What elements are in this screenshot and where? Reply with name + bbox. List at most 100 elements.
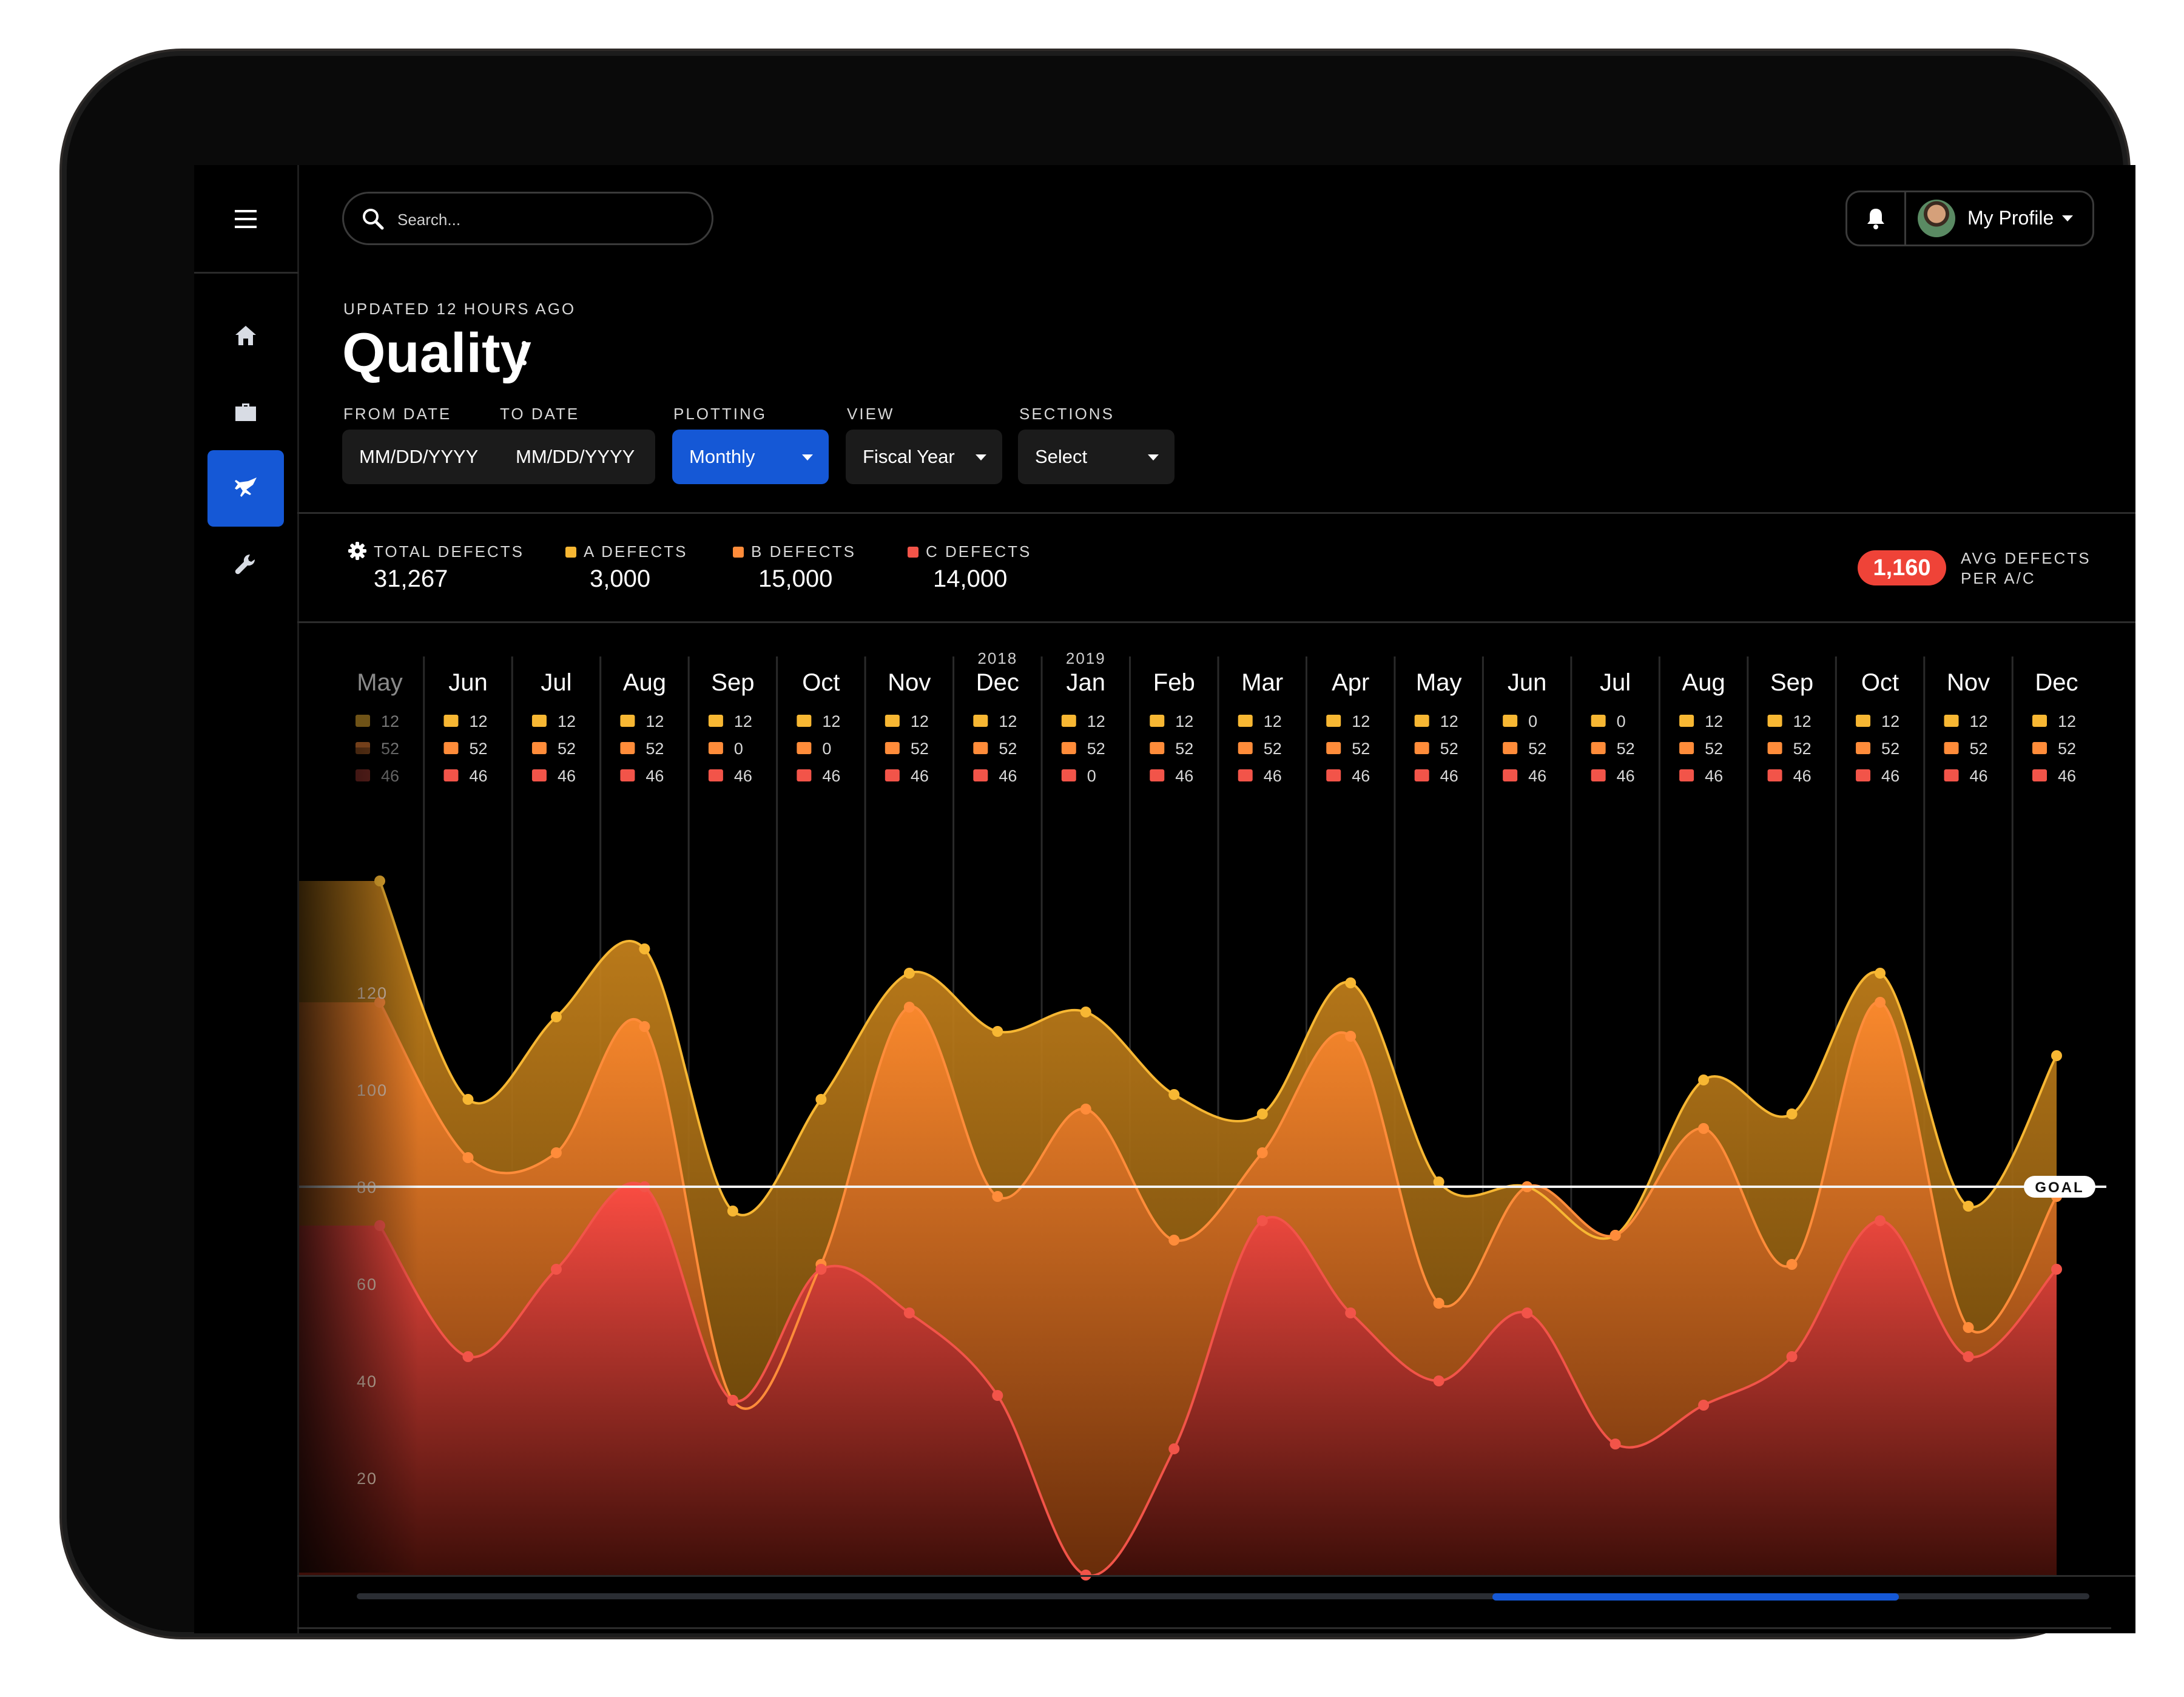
c-defects-label: C DEFECTS <box>908 542 1031 561</box>
legend-value: 52 <box>1352 740 1370 758</box>
b-defects-value: 15,000 <box>758 565 833 592</box>
month-label: Jun <box>1508 669 1547 696</box>
plotting-dropdown[interactable]: Monthly <box>672 430 829 484</box>
legend-swatch <box>1061 715 1076 727</box>
month-label: Dec <box>976 669 1019 696</box>
legend-value: 46 <box>469 767 487 785</box>
legend-value: 46 <box>1352 767 1370 785</box>
series-a-point <box>1080 1007 1091 1017</box>
page-title: Quality <box>342 322 531 384</box>
legend-value: 46 <box>1175 767 1193 785</box>
series-a-point <box>639 943 650 954</box>
legend-value: 52 <box>558 740 576 758</box>
from-date-input[interactable]: MM/DD/YYYY <box>359 446 479 467</box>
legend-value: 46 <box>1705 767 1723 785</box>
series-c-point <box>1433 1375 1444 1386</box>
series-a-point <box>815 1094 827 1105</box>
legend-swatch <box>1944 769 1959 781</box>
series-b-point <box>1080 1104 1091 1115</box>
app-screen: 20406080100120GOALMay125246Jun125246Jul1… <box>194 165 2135 1633</box>
series-b-point <box>1345 1031 1357 1042</box>
series-c-point <box>1786 1351 1798 1362</box>
legend-value: 12 <box>1352 712 1370 730</box>
legend-value: 12 <box>822 712 840 730</box>
view-dropdown[interactable]: Fiscal Year <box>846 430 1002 484</box>
sidebar-item-quality[interactable] <box>207 450 284 527</box>
legend-value: 46 <box>1881 767 1899 785</box>
avatar[interactable] <box>1918 200 1955 237</box>
legend-value: 12 <box>1087 712 1105 730</box>
series-c-point <box>1256 1215 1268 1226</box>
month-label: Oct <box>1861 669 1899 696</box>
sections-dropdown[interactable]: Select <box>1018 430 1175 484</box>
legend-value: 12 <box>1705 712 1723 730</box>
goal-label: GOAL <box>2035 1179 2084 1196</box>
divider <box>297 1627 2111 1629</box>
legend-swatch <box>1061 769 1076 781</box>
legend-swatch <box>1150 742 1165 754</box>
more-options-icon[interactable] <box>522 341 527 370</box>
legend-swatch <box>620 715 635 727</box>
series-c-line <box>379 1181 2058 1577</box>
series-c-point <box>1963 1351 1974 1362</box>
legend-value: 46 <box>1440 767 1458 785</box>
search-bar[interactable] <box>342 192 713 245</box>
legend-value: 0 <box>1528 712 1537 730</box>
month-label: Sep <box>1770 669 1813 696</box>
chart-scrollbar-thumb[interactable] <box>1492 1593 1899 1601</box>
legend-swatch <box>531 742 547 754</box>
legend-value: 12 <box>381 712 399 730</box>
legend-value: 52 <box>1264 740 1282 758</box>
legend-swatch <box>973 742 988 754</box>
notifications-button[interactable] <box>1847 192 1906 245</box>
legend-swatch <box>797 715 812 727</box>
series-c-point <box>1345 1307 1357 1318</box>
legend-value: 12 <box>1793 712 1812 730</box>
home-icon <box>235 326 256 345</box>
sidebar-item-tools[interactable] <box>207 527 284 603</box>
series-a-point <box>1256 1108 1268 1119</box>
month-label: Apr <box>1332 669 1369 696</box>
legend-swatch <box>797 769 812 781</box>
chart-scrollbar-track[interactable] <box>357 1593 2089 1599</box>
legend-swatch <box>620 769 635 781</box>
series-c-point <box>727 1395 738 1406</box>
profile-area: My Profile <box>1845 191 2094 246</box>
sidebar-item-home[interactable] <box>207 297 284 374</box>
search-input[interactable] <box>396 207 690 232</box>
series-a-point <box>1875 968 1886 979</box>
series-c-area <box>297 1183 2057 1576</box>
series-a-point <box>1698 1075 1710 1085</box>
sidebar-item-briefcase[interactable] <box>207 374 284 450</box>
legend-swatch <box>708 715 723 727</box>
menu-button[interactable] <box>207 181 284 257</box>
year-label: 2018 <box>977 649 1017 667</box>
series-c-point <box>1698 1400 1710 1411</box>
to-date-label: TO DATE <box>500 405 580 423</box>
legend-swatch <box>1414 742 1429 754</box>
chevron-down-icon[interactable] <box>2062 215 2073 221</box>
legend-swatch <box>1414 715 1429 727</box>
legend-value: 12 <box>734 712 752 730</box>
profile-menu-label[interactable]: My Profile <box>1967 207 2054 229</box>
legend-swatch <box>1856 715 1871 727</box>
series-b-point <box>1698 1123 1710 1134</box>
c-legend-swatch <box>908 547 918 558</box>
month-label: Dec <box>2035 669 2078 696</box>
series-c-point <box>815 1264 827 1275</box>
legend-value: 46 <box>911 767 929 785</box>
series-a-point <box>992 1026 1003 1037</box>
month-label: Sep <box>711 669 754 696</box>
to-date-input[interactable]: MM/DD/YYYY <box>516 446 635 467</box>
b-legend-swatch <box>733 547 744 558</box>
a-legend-swatch <box>565 547 576 558</box>
search-icon <box>363 209 384 230</box>
legend-swatch <box>1767 742 1782 754</box>
legend-swatch <box>620 742 635 754</box>
a-defects-value: 3,000 <box>590 565 651 592</box>
legend-value: 12 <box>1264 712 1282 730</box>
legend-value: 12 <box>2058 712 2076 730</box>
legend-swatch <box>1679 769 1694 781</box>
legend-value: 12 <box>911 712 929 730</box>
series-c-point <box>550 1264 562 1275</box>
